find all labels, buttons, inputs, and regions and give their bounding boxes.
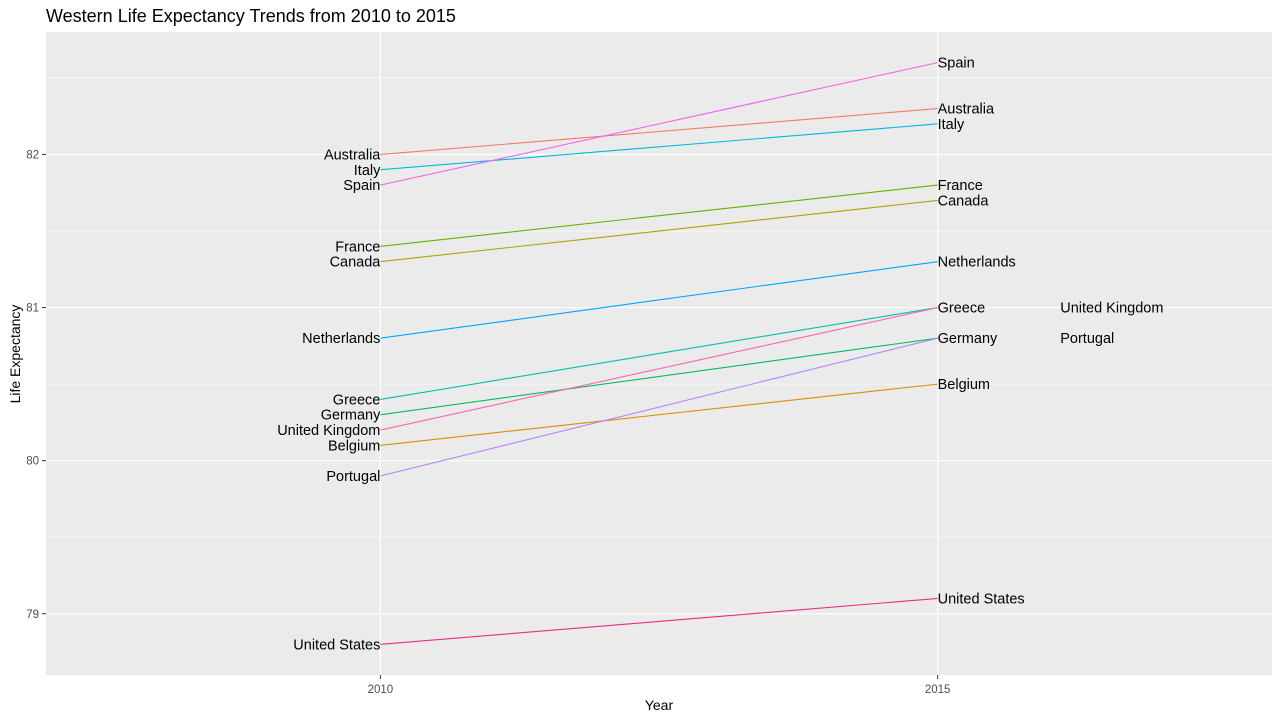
label-2010: Canada	[330, 255, 382, 271]
series-line-netherlands	[380, 261, 938, 339]
label-2010: Italy	[354, 163, 381, 179]
series-line-belgium	[380, 383, 938, 446]
label-2010: Belgium	[328, 438, 380, 454]
x-tick-label: 2015	[925, 684, 951, 696]
series-line-australia	[380, 107, 938, 156]
series-line-united-states	[380, 597, 938, 645]
label-2015: Spain	[938, 56, 975, 72]
label-2015: Italy	[938, 117, 965, 133]
y-axis-title: Life Expectancy	[7, 305, 23, 404]
label-2010: Greece	[333, 392, 381, 408]
label-2015: Belgium	[938, 377, 990, 393]
series-line-germany	[380, 337, 938, 416]
y-tick-label: 79	[26, 609, 39, 621]
x-axis-title: Year	[645, 697, 674, 713]
label-2015: France	[938, 178, 983, 194]
series-line-canada	[380, 199, 938, 263]
series-line-portugal	[380, 337, 938, 477]
label-2010: Spain	[343, 178, 380, 194]
label-2010: France	[335, 239, 380, 255]
series-line-greece	[380, 307, 938, 400]
label-2015: Greece	[938, 301, 986, 317]
y-tick-label: 82	[26, 149, 39, 161]
label-2010: Australia	[324, 147, 381, 163]
label-2015: Canada	[938, 193, 990, 209]
label-2010: United Kingdom	[277, 423, 380, 439]
label-extra: United Kingdom	[1060, 301, 1163, 317]
axis-ticks: 79 80 81 82 2010 2015	[26, 149, 950, 696]
label-2015: Australia	[938, 102, 995, 118]
label-2015: Germany	[938, 331, 998, 347]
series-lines	[380, 62, 938, 645]
series-line-france	[380, 184, 938, 247]
label-2010: Netherlands	[302, 331, 380, 347]
label-2015: Netherlands	[938, 255, 1016, 271]
label-2010: Germany	[321, 408, 381, 424]
y-tick-label: 81	[26, 303, 39, 315]
label-2010: United States	[293, 637, 380, 653]
label-2010: Portugal	[326, 469, 380, 485]
series-line-united-kingdom	[380, 307, 938, 431]
series-line-italy	[380, 123, 938, 171]
x-tick-label: 2010	[368, 684, 394, 696]
label-extra: Portugal	[1060, 331, 1114, 347]
series-line-spain	[380, 62, 938, 186]
y-tick-label: 80	[26, 456, 39, 468]
label-2015: United States	[938, 591, 1025, 607]
chart-title: Western Life Expectancy Trends from 2010…	[46, 6, 456, 26]
point-labels: AustraliaItalySpainFranceCanadaNetherlan…	[277, 56, 1163, 654]
